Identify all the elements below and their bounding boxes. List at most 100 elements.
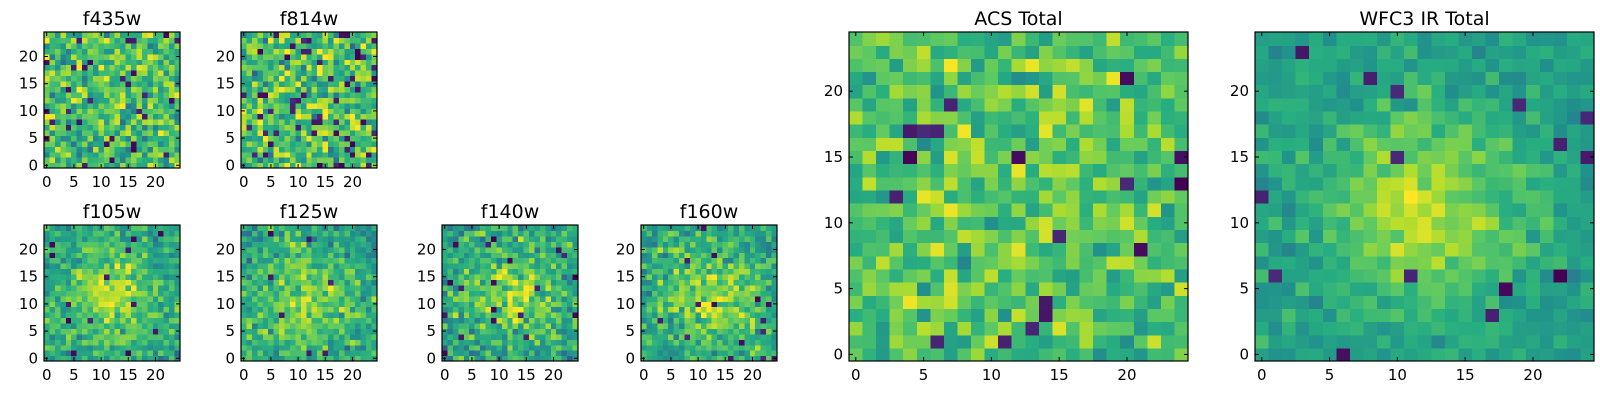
heatmap-cell	[338, 37, 345, 44]
heatmap-cell	[54, 119, 61, 126]
heatmap-cell	[760, 235, 767, 242]
heatmap-cell	[328, 295, 335, 302]
heatmap-cell	[469, 246, 476, 253]
heatmap-cell	[54, 108, 61, 115]
heatmap-cell	[700, 263, 707, 270]
heatmap-cell	[1526, 334, 1541, 349]
heatmap-cell	[1255, 163, 1270, 178]
heatmap-cell	[163, 317, 170, 324]
heatmap-cell	[158, 339, 165, 346]
heatmap-cell	[1174, 84, 1189, 99]
heatmap-cell	[44, 59, 51, 66]
heatmap-cell	[338, 64, 345, 71]
heatmap-cell	[344, 32, 351, 39]
heatmap-cell	[169, 162, 176, 169]
heatmap-cell	[131, 295, 138, 302]
heatmap-cell	[279, 333, 286, 340]
heatmap-cell	[733, 257, 740, 264]
heatmap-cell	[1133, 242, 1148, 257]
heatmap-cell	[1052, 282, 1067, 296]
heatmap-cell	[262, 151, 269, 158]
heatmap-cell	[322, 246, 329, 253]
heatmap-cell	[49, 241, 56, 248]
heatmap-cells	[1255, 32, 1595, 362]
heatmap-cell	[689, 257, 696, 264]
heatmap-cell	[507, 252, 514, 259]
heatmap-cell	[485, 241, 492, 248]
heatmap-cell	[889, 176, 904, 191]
heatmap-cell	[295, 108, 302, 115]
heatmap-cell	[300, 333, 307, 340]
heatmap-cell	[333, 235, 340, 242]
heatmap-cell	[333, 42, 340, 49]
heatmap-cell	[360, 59, 367, 66]
heatmap-cell	[257, 339, 264, 346]
heatmap-cell	[338, 257, 345, 264]
heatmap-cell	[71, 97, 78, 104]
heatmap-cell	[1553, 308, 1568, 323]
heatmap-cell	[1322, 229, 1337, 244]
heatmap-cell	[1336, 229, 1351, 244]
heatmap-cell	[125, 257, 132, 264]
heatmap-cell	[501, 225, 508, 232]
heatmap-cell	[360, 91, 367, 98]
heatmap-cell	[700, 355, 707, 362]
heatmap-cell	[518, 344, 525, 351]
heatmap-cell	[295, 295, 302, 302]
heatmap-cell	[1471, 308, 1487, 323]
heatmap-cell	[480, 279, 487, 286]
heatmap-cell	[65, 157, 72, 164]
heatmap-cell	[141, 317, 148, 324]
heatmap-cell	[1011, 282, 1026, 296]
heatmap-cell	[158, 53, 165, 60]
heatmap-cell	[147, 75, 154, 82]
heatmap-cell	[556, 344, 563, 351]
heatmap-cell	[496, 344, 503, 351]
heatmap-cell	[158, 32, 165, 39]
heatmap-cell	[120, 113, 127, 120]
heatmap-cell	[523, 317, 530, 324]
heatmap-cell	[344, 295, 351, 302]
y-tick-label: 5	[225, 129, 235, 147]
heatmap-cell	[485, 344, 492, 351]
heatmap-cell	[458, 257, 465, 264]
heatmap-cell	[700, 344, 707, 351]
heatmap-cell	[1268, 150, 1283, 165]
heatmap-cell	[317, 53, 324, 60]
heatmap-cell	[744, 246, 751, 253]
heatmap-cell	[355, 157, 362, 164]
heatmap-cell	[44, 322, 51, 329]
heatmap-cell	[284, 317, 291, 324]
heatmap-cell	[749, 350, 756, 357]
heatmap-cell	[755, 295, 762, 302]
heatmap-cell	[54, 86, 61, 93]
y-tick-label: 10	[216, 295, 235, 313]
heatmap-cell	[273, 80, 280, 87]
heatmap-cell	[534, 322, 541, 329]
heatmap-cell	[295, 333, 302, 340]
heatmap-cell	[87, 279, 94, 286]
heatmap-cell	[300, 241, 307, 248]
heatmap-cell	[771, 344, 778, 351]
heatmap-cell	[109, 42, 116, 49]
heatmap-cell	[469, 312, 476, 319]
heatmap-cell	[771, 333, 778, 340]
heatmap-cell	[317, 279, 324, 286]
y-tick-label: 10	[19, 102, 38, 120]
heatmap-cell	[120, 301, 127, 308]
x-tick-label: 5	[919, 366, 929, 384]
heatmap-cell	[534, 312, 541, 319]
heatmap-cell	[317, 322, 324, 329]
heatmap-cell	[360, 312, 367, 319]
heatmap-cell	[289, 333, 296, 340]
heatmap-cell	[849, 97, 864, 112]
heatmap-cell	[1485, 282, 1500, 296]
heatmap-cell	[141, 124, 148, 131]
heatmap-cell	[241, 295, 248, 302]
heatmap-cell	[273, 328, 280, 335]
heatmap-cell	[131, 230, 138, 237]
heatmap-cell	[1499, 203, 1514, 217]
heatmap-cell	[349, 75, 356, 82]
heatmap-cell	[1322, 203, 1337, 217]
heatmap-cell	[512, 301, 519, 308]
